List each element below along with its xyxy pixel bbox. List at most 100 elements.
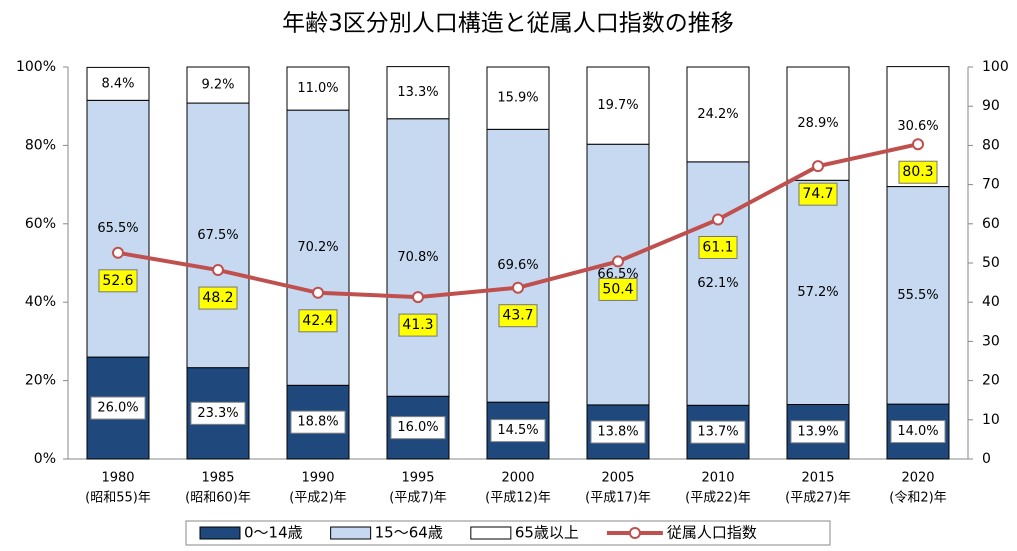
value-label: 24.2% — [697, 107, 738, 122]
x-tick-label: 2010 — [701, 471, 734, 486]
value-label-box — [290, 410, 346, 434]
value-label: 30.6% — [897, 119, 938, 134]
value-label-box — [490, 419, 546, 443]
line-label: 50.4 — [602, 281, 633, 297]
line-marker — [512, 281, 524, 294]
line-label: 42.4 — [302, 313, 333, 329]
value-label: 57.2% — [797, 285, 838, 300]
line-marker — [812, 160, 824, 173]
value-label: 62.1% — [697, 276, 738, 291]
x-tick-label: (平成17)年 — [585, 491, 651, 506]
y2-tick-label: 90 — [982, 98, 1000, 114]
value-label: 19.7% — [597, 98, 638, 113]
bar-segment — [386, 118, 450, 397]
line-label: 61.1 — [702, 239, 733, 255]
value-label-box — [690, 420, 746, 444]
value-label: 69.6% — [497, 258, 538, 273]
legend-label: 従属人口指数 — [667, 524, 757, 542]
y-tick-label: 20% — [25, 373, 56, 389]
line-marker — [412, 291, 424, 304]
x-tick-label: 2015 — [801, 471, 834, 486]
x-tick-label: (平成7)年 — [389, 491, 446, 506]
y2-tick-label: 10 — [982, 412, 1000, 428]
line-marker — [312, 286, 324, 299]
x-tick-label: 1990 — [301, 471, 334, 486]
value-label: 15.9% — [497, 91, 538, 106]
legend-label: 0〜14歳 — [244, 524, 303, 542]
y2-tick-label: 80 — [982, 137, 1000, 153]
value-label: 9.2% — [201, 78, 234, 93]
line-label-box — [598, 277, 638, 301]
y2-tick-label: 60 — [982, 216, 1000, 232]
value-label: 26.0% — [97, 401, 138, 416]
value-label: 13.3% — [397, 85, 438, 100]
line-label: 48.2 — [202, 290, 233, 306]
bar-segment — [786, 179, 850, 406]
value-label: 11.0% — [297, 81, 338, 96]
bar-segment — [586, 143, 650, 406]
line-label-box — [198, 286, 238, 310]
line-label-box — [698, 235, 738, 259]
y2-tick-label: 100 — [982, 59, 1009, 75]
x-tick-label: (平成12)年 — [485, 491, 551, 506]
value-label-box — [390, 416, 446, 440]
y2-tick-label: 20 — [982, 373, 1000, 389]
value-label: 13.7% — [697, 425, 738, 440]
y-tick-label: 80% — [25, 137, 56, 153]
legend-label: 65歳以上 — [515, 524, 579, 542]
chart-title: 年齢3区分別人口構造と従属人口指数の推移 — [282, 11, 734, 37]
line-label-box — [498, 304, 538, 328]
value-label-box — [790, 420, 846, 444]
value-label: 16.0% — [397, 420, 438, 435]
value-label-box — [90, 396, 146, 420]
line-label: 43.7 — [502, 308, 533, 324]
value-label: 55.5% — [897, 288, 938, 303]
x-tick-label: 1995 — [401, 471, 434, 486]
legend-swatch — [470, 526, 512, 540]
legend-swatch — [330, 526, 372, 540]
value-label: 65.5% — [97, 221, 138, 236]
x-tick-label: 1985 — [201, 471, 234, 486]
value-label: 8.4% — [101, 76, 134, 91]
bar-segment — [286, 109, 350, 386]
y-tick-label: 0% — [34, 451, 56, 467]
value-label-box — [890, 420, 946, 444]
value-label: 28.9% — [797, 116, 838, 131]
bar-segment — [486, 66, 550, 130]
bar-segment — [186, 66, 250, 104]
x-tick-label: (昭和60)年 — [185, 491, 251, 506]
x-tick-label: (平成2)年 — [289, 491, 346, 506]
line-label: 74.7 — [802, 186, 833, 202]
x-tick-label: (昭和55)年 — [85, 491, 151, 506]
line-marker — [212, 264, 224, 277]
bar-segment — [886, 186, 950, 405]
y2-tick-label: 70 — [982, 177, 1000, 193]
line-marker — [712, 213, 724, 226]
line-label: 41.3 — [402, 317, 433, 333]
y2-tick-label: 0 — [982, 451, 991, 467]
legend-swatch-marker — [628, 527, 641, 539]
bar-segment — [486, 128, 550, 403]
value-label-box — [190, 401, 246, 425]
value-label-box — [590, 420, 646, 444]
value-label: 67.5% — [197, 228, 238, 243]
bar-segment — [386, 66, 450, 120]
line-label-box — [98, 269, 138, 293]
value-label: 13.9% — [797, 424, 838, 439]
x-tick-label: (令和2)年 — [889, 491, 946, 506]
line-marker — [912, 138, 924, 151]
x-tick-label: (平成22)年 — [685, 491, 751, 506]
bar-segment — [86, 99, 150, 358]
x-tick-label: 1980 — [101, 471, 134, 486]
line-marker — [112, 246, 124, 259]
value-label: 18.8% — [297, 415, 338, 430]
line-label-box — [398, 313, 438, 337]
bar-segment — [586, 66, 650, 145]
legend-label: 15〜64歳 — [375, 524, 443, 542]
value-label: 14.0% — [897, 424, 938, 439]
line-label: 80.3 — [902, 164, 933, 180]
value-label: 14.5% — [497, 423, 538, 438]
line-label: 52.6 — [102, 273, 133, 289]
